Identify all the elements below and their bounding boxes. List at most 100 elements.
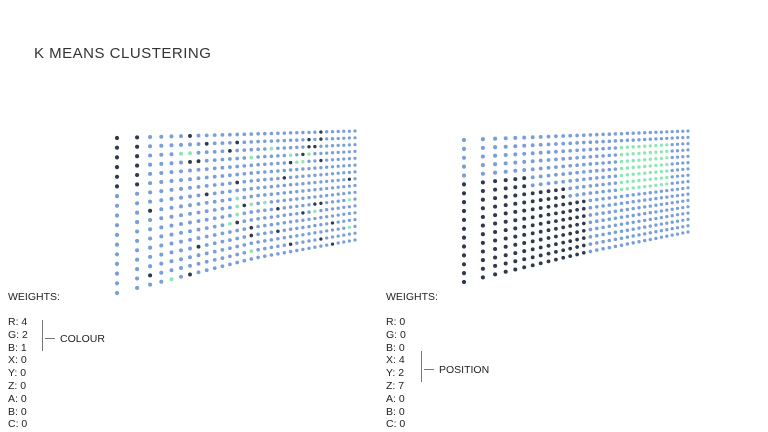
- cluster-point: [686, 198, 690, 202]
- cluster-point: [336, 199, 340, 203]
- cluster-point: [212, 149, 217, 154]
- weight-g: G: 0: [386, 328, 406, 341]
- cluster-point: [575, 141, 579, 145]
- cluster-point: [159, 152, 164, 157]
- cluster-point: [249, 257, 254, 261]
- cluster-point: [675, 142, 680, 146]
- cluster-point: [220, 141, 225, 145]
- cluster-point: [625, 200, 630, 205]
- cluster-point: [249, 233, 254, 238]
- cluster-point: [282, 236, 287, 240]
- cluster-point: [196, 176, 201, 181]
- cluster-point: [546, 165, 551, 170]
- cluster-point: [654, 223, 658, 227]
- cluster-point: [648, 144, 652, 148]
- cluster-point: [581, 199, 586, 204]
- cluster-point: [654, 230, 658, 234]
- cluster-point: [353, 170, 357, 174]
- cluster-point: [561, 195, 566, 199]
- cluster-point: [575, 252, 579, 257]
- cluster-point: [148, 264, 153, 269]
- cluster-point: [588, 133, 593, 137]
- cluster-point: [637, 138, 641, 142]
- cluster-point: [461, 208, 467, 214]
- cluster-point: [212, 258, 217, 262]
- cluster-point: [288, 145, 293, 150]
- cluster-point: [295, 175, 299, 179]
- cluster-point: [686, 129, 690, 133]
- cluster-point: [681, 205, 685, 210]
- cluster-point: [295, 189, 299, 194]
- cluster-point: [554, 188, 558, 193]
- cluster-point: [269, 192, 274, 197]
- cluster-point: [114, 145, 120, 150]
- cluster-point: [575, 133, 579, 138]
- cluster-point: [581, 177, 586, 182]
- cluster-point: [568, 171, 573, 176]
- cluster-point: [228, 173, 232, 178]
- cluster-point: [235, 244, 240, 249]
- cluster-point: [148, 227, 153, 232]
- cluster-point: [256, 201, 260, 206]
- cluster-point: [601, 182, 605, 187]
- cluster-point: [242, 171, 247, 176]
- cluster-point: [288, 160, 293, 165]
- cluster-point: [595, 147, 599, 151]
- cluster-point: [625, 145, 630, 150]
- cluster-point: [282, 168, 287, 173]
- cluster-point: [288, 138, 293, 143]
- cluster-point: [561, 141, 566, 146]
- cluster-point: [263, 254, 267, 258]
- cluster-point: [301, 225, 305, 230]
- cluster-point: [242, 140, 247, 145]
- cluster-point: [588, 169, 593, 174]
- cluster-point: [295, 211, 299, 216]
- cluster-point: [179, 274, 183, 279]
- cluster-point: [670, 168, 674, 173]
- cluster-point: [325, 215, 329, 219]
- cluster-point: [575, 200, 579, 205]
- cluster-point: [513, 177, 518, 182]
- cluster-point: [686, 142, 690, 146]
- cluster-point: [493, 145, 498, 150]
- cluster-point: [637, 192, 641, 196]
- cluster-point: [480, 214, 485, 220]
- cluster-point: [212, 199, 217, 204]
- cluster-point: [619, 145, 624, 150]
- cluster-point: [336, 129, 340, 134]
- cluster-point: [347, 184, 352, 188]
- cluster-point: [269, 215, 274, 219]
- cluster-point: [588, 242, 593, 246]
- cluster-point: [188, 272, 192, 277]
- cluster-point: [235, 228, 240, 233]
- weight-y: Y: 2: [386, 367, 405, 380]
- cluster-point: [330, 207, 335, 211]
- cluster-point: [169, 232, 174, 237]
- cluster-point: [522, 168, 527, 172]
- cluster-point: [686, 148, 690, 152]
- weight-y: Y: 0: [8, 367, 27, 380]
- cluster-point: [607, 160, 612, 165]
- cluster-point: [212, 224, 217, 229]
- cluster-point: [461, 191, 467, 196]
- cluster-point: [503, 244, 508, 249]
- cluster-point: [681, 155, 685, 159]
- cluster-point: [595, 233, 599, 238]
- cluster-point: [503, 169, 508, 174]
- cluster-point: [148, 245, 153, 250]
- cluster-point: [159, 170, 164, 176]
- cluster-point: [282, 153, 287, 158]
- cluster-point: [159, 143, 164, 148]
- cluster-point: [330, 165, 335, 169]
- cluster-point: [619, 159, 624, 164]
- cluster-point: [114, 242, 120, 247]
- cluster-point: [288, 227, 293, 232]
- cluster-point: [295, 219, 299, 223]
- cluster-point: [330, 144, 335, 148]
- cluster-point: [212, 166, 217, 171]
- cluster-point: [530, 255, 535, 260]
- cluster-point: [188, 194, 192, 199]
- cluster-point: [637, 185, 641, 190]
- cluster-point: [681, 148, 685, 152]
- cluster-point: [159, 198, 164, 203]
